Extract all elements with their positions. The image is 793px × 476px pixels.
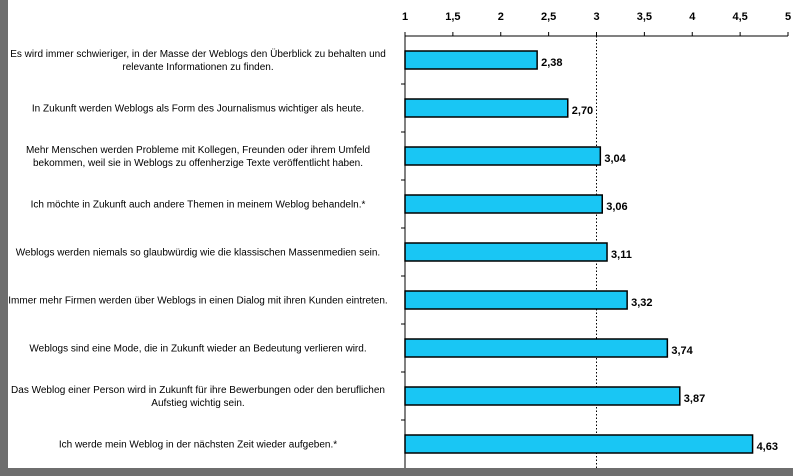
bar [404,194,603,214]
x-tick-label: 2,5 [541,11,556,23]
bar [404,386,681,406]
x-tick-label: 4 [689,11,696,23]
x-tick-label: 2 [498,11,504,23]
bar [404,146,602,166]
value-label: 3,11 [611,249,632,261]
category-label: Das Weblog einer Person wird in Zukunft … [11,385,385,409]
bar [404,290,628,310]
value-label: 2,70 [572,105,593,117]
x-tick-label: 4,5 [732,11,747,23]
category-label: Mehr Menschen werden Probleme mit Kolleg… [25,145,371,169]
value-label: 4,63 [757,441,778,453]
value-label: 3,32 [631,297,652,309]
category-label: Weblogs sind eine Mode, die in Zukunft w… [29,343,367,355]
bar [404,434,754,454]
value-label: 3,87 [684,393,705,405]
category-label: Immer mehr Firmen werden über Weblogs in… [8,295,388,307]
category-label: Es wird immer schwieriger, in der Masse … [10,49,386,73]
category-label: In Zukunft werden Weblogs als Form des J… [31,103,365,115]
value-label: 2,38 [541,57,562,69]
bar [404,242,608,262]
category-label: Weblogs werden niemals so glaubwürdig wi… [15,247,381,259]
bar [404,98,569,118]
category-label: Ich werde mein Weblog in der nächsten Ze… [58,439,338,451]
x-tick-label: 1,5 [445,11,460,23]
x-tick-label: 3,5 [637,11,652,23]
category-label: Ich möchte in Zukunft auch andere Themen… [30,199,366,211]
value-label: 3,74 [671,345,693,357]
x-tick-label: 1 [402,11,408,23]
value-label: 3,06 [606,201,627,213]
value-label: 3,04 [604,153,626,165]
x-tick-label: 3 [593,11,599,23]
x-tick-label: 5 [785,11,791,23]
bar [404,338,669,358]
bar [404,50,538,70]
